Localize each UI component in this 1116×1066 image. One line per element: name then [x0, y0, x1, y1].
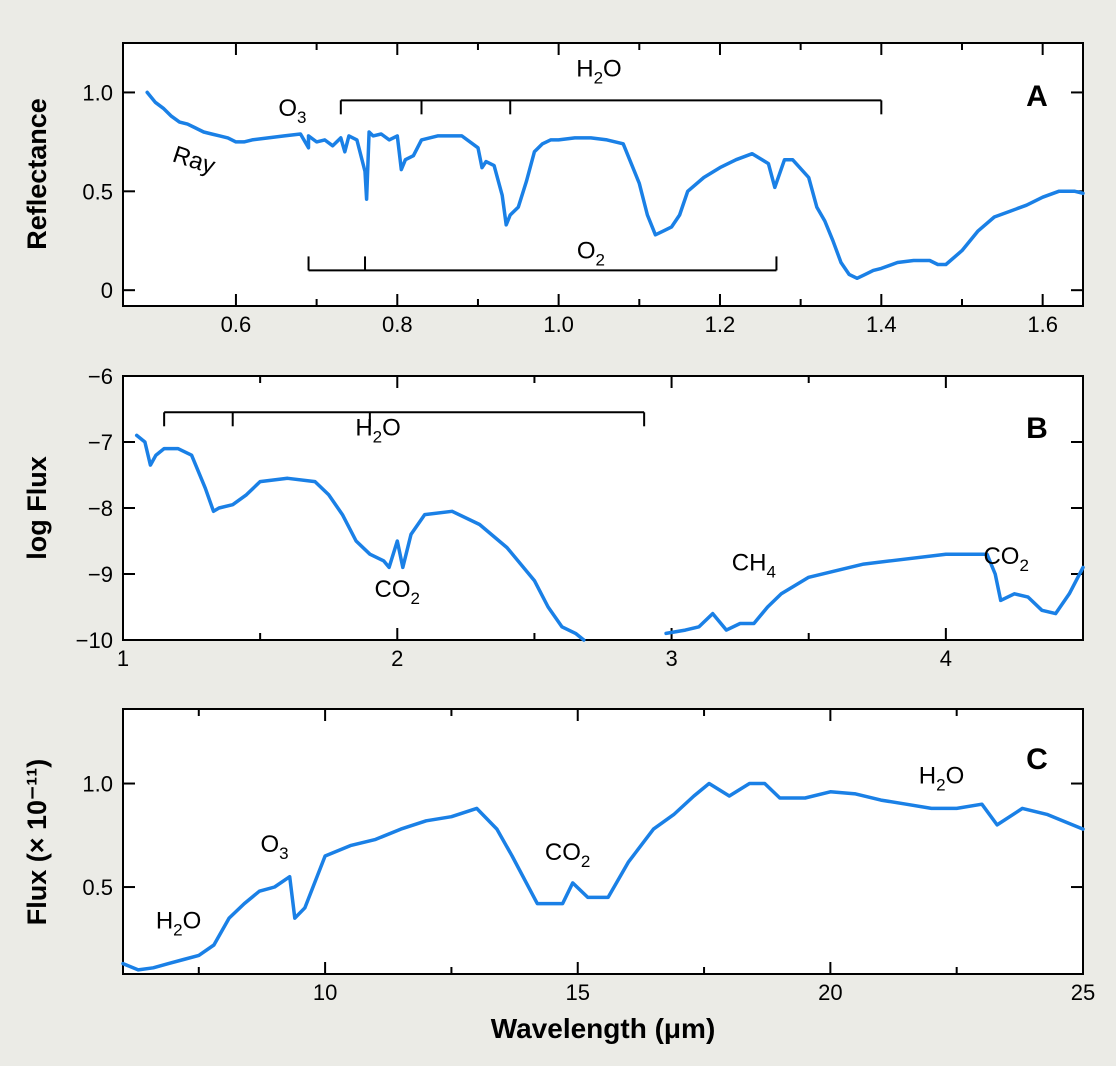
y-tick-label: 1.0	[82, 80, 113, 105]
plot-frame-b	[122, 375, 1084, 641]
x-tick-label: 10	[313, 980, 337, 1005]
annotation-label: H2O	[919, 763, 964, 795]
annotation-label: H2O	[156, 907, 201, 939]
x-tick-label: 1.6	[1027, 312, 1058, 337]
panel-letter-c: C	[1026, 743, 1048, 776]
series-line	[145, 90, 1085, 281]
x-tick-label: 3	[665, 646, 677, 671]
y-axis-label-b: log Flux	[22, 456, 52, 560]
y-tick-label: 0.5	[82, 179, 113, 204]
x-tick-label: 4	[940, 646, 952, 671]
panel-a: Reflectance A 0.6 0.8 1.0 1.2 1.4 1.600.51.0R…	[22, 42, 1085, 337]
annotation-label: H2O	[355, 414, 400, 446]
x-tick-label: 1	[117, 646, 129, 671]
x-tick-label: 20	[818, 980, 842, 1005]
x-tick-label: 1.4	[866, 312, 897, 337]
x-tick-label: 2	[391, 646, 403, 671]
annotation-label: CH4	[732, 550, 776, 582]
annotation-label: O2	[577, 238, 605, 270]
annotation-label: CO2	[983, 543, 1028, 575]
panel-b: log Flux B 1 2 3 4 −10 −9 −8 −7 −6 H2O CO2 CH4 CO2	[22, 364, 1085, 671]
panel-letter-a: A	[1026, 80, 1048, 113]
plot-frame-c	[122, 708, 1084, 975]
panel-c-content: 10 15 20 25 0.5 1.0 H2O O3 CO2 H2O	[82, 709, 1095, 1005]
y-tick-label: −8	[88, 496, 113, 521]
y-tick-label: −10	[76, 628, 113, 653]
series-line	[664, 552, 1085, 636]
x-tick-label: 0.8	[382, 312, 413, 337]
panel-b-content: 1 2 3 4 −10 −9 −8 −7 −6 H2O CO2 CH4 CO2	[76, 364, 1085, 671]
y-axis-label-a: Reflectance	[22, 98, 52, 250]
panel-letter-b: B	[1026, 412, 1048, 445]
y-tick-label: −6	[88, 364, 113, 389]
series-line	[134, 433, 586, 642]
y-tick-label: −9	[88, 562, 113, 587]
y-tick-label: −7	[88, 430, 113, 455]
annotation-label: O3	[261, 831, 289, 863]
series-line	[121, 781, 1085, 972]
x-tick-label: 15	[565, 980, 589, 1005]
y-axis-label-c: Flux (× 10⁻¹¹)	[22, 759, 52, 926]
annotation-label: H2O	[576, 56, 621, 88]
y-tick-label: 0.5	[82, 875, 113, 900]
x-tick-label: 25	[1071, 980, 1095, 1005]
x-tick-label: 1.0	[543, 312, 574, 337]
panel-c: Flux (× 10⁻¹¹) C Wavelength (μm) 10 15 20 2…	[22, 708, 1095, 1044]
x-axis-label-c: Wavelength (μm)	[491, 1013, 716, 1044]
x-tick-label: 1.2	[705, 312, 736, 337]
annotation-label: O3	[278, 95, 306, 127]
x-tick-label: 0.6	[221, 312, 252, 337]
y-tick-label: 0	[101, 278, 113, 303]
y-tick-label: 1.0	[82, 772, 113, 797]
annotation-label: CO2	[545, 839, 590, 871]
annotation-label: CO2	[375, 576, 420, 608]
